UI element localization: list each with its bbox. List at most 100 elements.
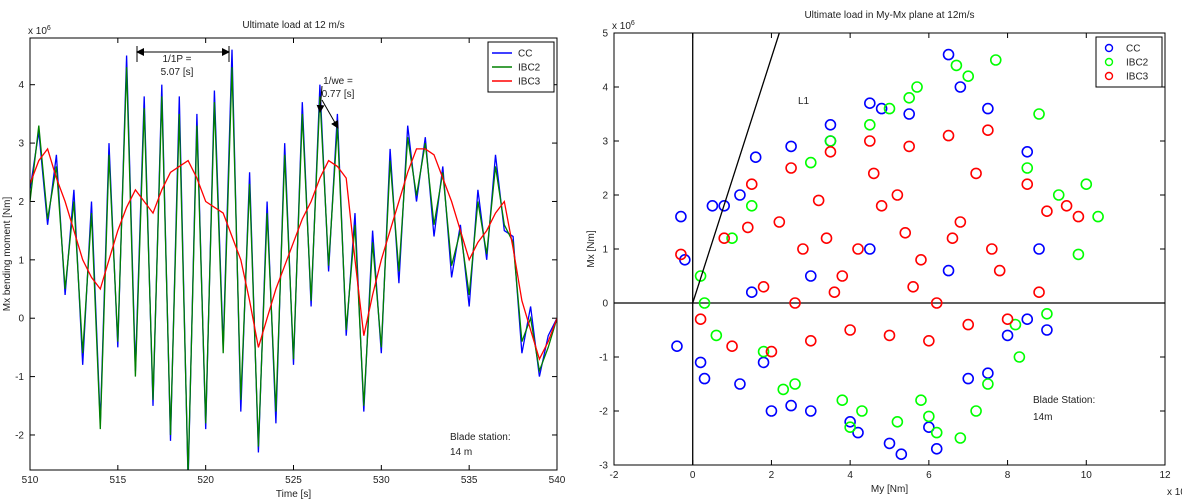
scatter-point xyxy=(923,410,935,423)
scatter-point xyxy=(899,227,912,239)
y-axis-label: Mx bending moment [Nm] xyxy=(2,197,13,312)
scatter-point xyxy=(1021,146,1034,158)
scatter-point xyxy=(993,264,1006,277)
scatter-point xyxy=(745,200,758,212)
legend-swatch xyxy=(1104,43,1114,53)
y-tick-label: -3 xyxy=(599,461,608,472)
x-tick-label: 540 xyxy=(549,475,566,486)
legend-swatch xyxy=(1104,71,1114,81)
legend-swatch xyxy=(1104,57,1114,67)
multiplier-base: x 10 xyxy=(28,26,47,37)
scatter-point xyxy=(698,297,711,309)
scatter-point xyxy=(864,243,876,255)
scatter-point xyxy=(804,156,817,169)
y-tick-label: 0 xyxy=(18,314,24,325)
scatter-point xyxy=(883,329,896,342)
scatter-point xyxy=(757,345,770,358)
x-axis-label: My [Nm] xyxy=(871,484,908,495)
scatter-point xyxy=(824,135,837,147)
annotation: Blade station: xyxy=(450,432,511,443)
x-tick-label: 10 xyxy=(1081,470,1093,481)
series-line xyxy=(30,147,557,361)
scatter-point xyxy=(883,102,896,115)
axis-multiplier: x 106 xyxy=(28,25,51,37)
scatter-point xyxy=(745,286,758,299)
annotation: 0.77 [s] xyxy=(322,89,355,100)
scatter-point xyxy=(718,200,731,212)
scatter-point xyxy=(982,378,994,390)
scatter-point xyxy=(1013,351,1026,363)
y-tick-label: 5 xyxy=(602,29,608,40)
scatter-point xyxy=(675,210,687,223)
scatter-point xyxy=(804,270,817,282)
scatter-point xyxy=(765,345,778,358)
x-tick-label: 525 xyxy=(285,475,302,486)
x-tick-label: 515 xyxy=(109,475,126,486)
reference-line-label: L1 xyxy=(798,96,810,107)
y-tick-label: 0 xyxy=(602,299,608,310)
x-tick-label: 530 xyxy=(373,475,390,486)
scatter-point xyxy=(836,394,849,407)
reference-line xyxy=(692,33,780,304)
y-axis-label: Mx [Nm] xyxy=(586,230,597,267)
scatter-point xyxy=(1072,248,1085,261)
scatter-point xyxy=(962,70,975,82)
scatter-point xyxy=(982,124,994,136)
scatter-point xyxy=(773,216,786,228)
scatter-point xyxy=(844,415,856,428)
scatter-point xyxy=(726,340,738,353)
scatter-point xyxy=(891,189,904,201)
x-tick-label: 6 xyxy=(926,470,932,481)
scatter-point xyxy=(962,318,975,331)
annotation: 1/1P = xyxy=(162,54,191,65)
scatter-point xyxy=(856,405,868,417)
legend-label: IBC2 xyxy=(1126,58,1149,69)
multiplier-base: x 10 xyxy=(612,21,631,32)
scatter-point xyxy=(828,286,841,299)
scatter-point xyxy=(950,59,963,72)
y-tick-label: -1 xyxy=(15,372,24,383)
scatter-point xyxy=(1021,178,1034,190)
scatter-point xyxy=(852,426,864,439)
scatter-point xyxy=(749,151,762,163)
scatter-point xyxy=(903,140,915,153)
annotation: Blade Station: xyxy=(1033,395,1095,406)
y-tick-label: 1 xyxy=(18,255,24,266)
scatter-point xyxy=(824,119,837,131)
scatter-point xyxy=(745,178,758,190)
scatter-point xyxy=(883,437,896,450)
series-line xyxy=(30,49,557,470)
scatter-point xyxy=(785,162,797,174)
x-tick-label: -2 xyxy=(610,470,619,481)
plot-area xyxy=(614,33,1165,465)
scatter-point xyxy=(698,372,711,385)
scatter-point xyxy=(942,264,955,277)
period-arrow xyxy=(321,99,339,129)
scatter-point xyxy=(982,102,994,115)
y-tick-label: 2 xyxy=(602,191,608,202)
scatter-point xyxy=(804,334,817,347)
scatter-point xyxy=(785,399,797,412)
scatter-point xyxy=(954,432,967,444)
legend-label: IBC3 xyxy=(1126,72,1149,83)
scatter-point xyxy=(1041,324,1053,336)
axis-multiplier: x 106 xyxy=(1167,486,1182,498)
y-tick-label: -2 xyxy=(599,407,608,418)
x-tick-label: 510 xyxy=(22,475,39,486)
scatter-point xyxy=(789,297,801,309)
scatter-point xyxy=(1041,307,1053,320)
scatter-point xyxy=(836,270,849,282)
scatter-point xyxy=(1009,318,1022,331)
scatter-point xyxy=(675,248,687,261)
scatter-point xyxy=(875,102,888,115)
annotation: 1/we = xyxy=(323,76,353,87)
scatter-point xyxy=(777,383,790,396)
scatter-point xyxy=(706,200,719,212)
axis-multiplier: x 106 xyxy=(612,20,635,32)
scatter-point xyxy=(1033,243,1045,255)
scatter-point xyxy=(946,232,959,244)
x-tick-label: 535 xyxy=(461,475,478,486)
annotation: 14 m xyxy=(450,447,472,458)
x-axis-label: Time [s] xyxy=(276,489,311,500)
scatter-point xyxy=(1060,200,1073,212)
